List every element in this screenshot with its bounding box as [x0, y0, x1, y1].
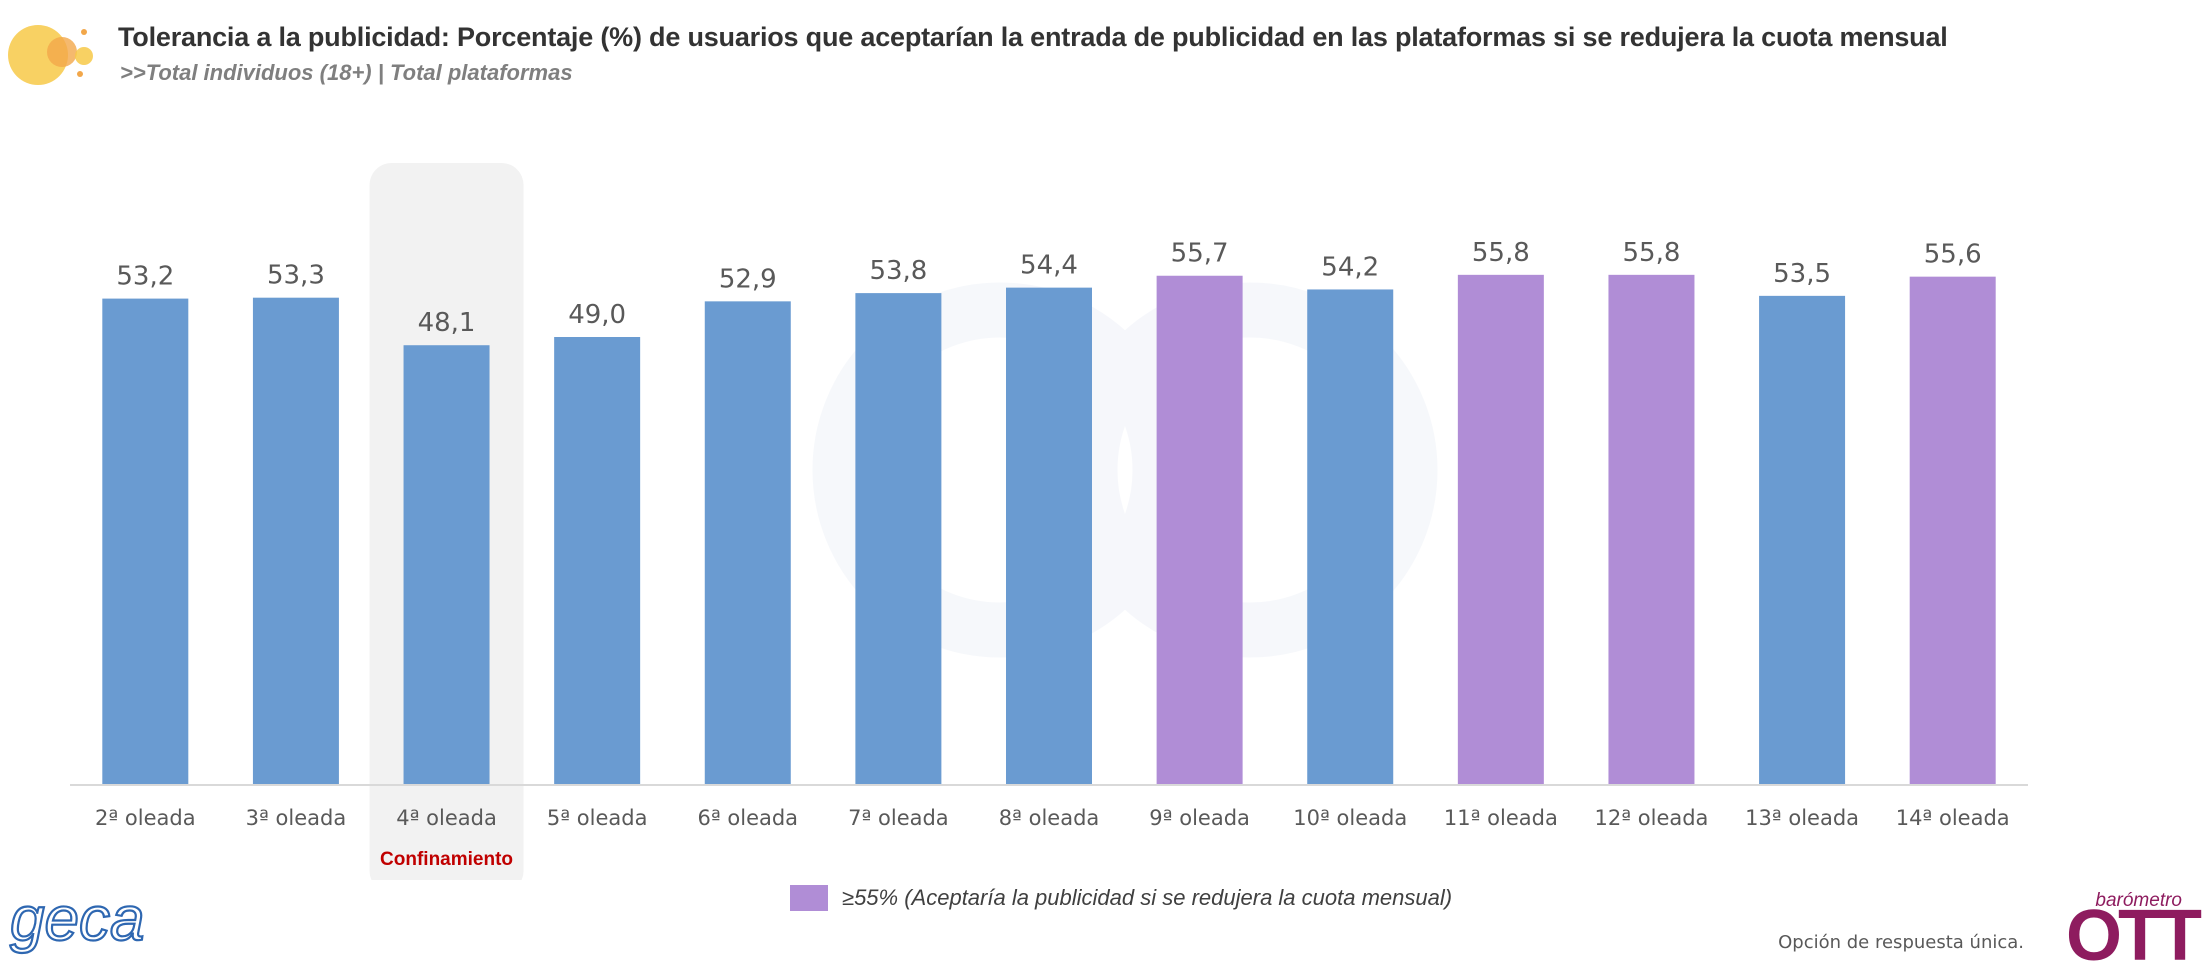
bar-value-label-12: 53,5 [1773, 259, 1831, 289]
ott-logo-big-text: OTT [2066, 896, 2202, 976]
geca-logo-text: geca [10, 892, 144, 954]
x-tick-label-5: 6ª oleada [697, 806, 798, 830]
x-tick-label-6: 7ª oleada [848, 806, 949, 830]
bar-chart: 2ª oleada 3ª oleada 4ª oleada 5ª oleada 6ª o… [70, 163, 2028, 880]
x-tick-label-8: 9ª oleada [1149, 806, 1250, 830]
x-tick-label-12: 13ª oleada [1745, 806, 1859, 830]
x-tick-label-1: 2ª oleada [95, 806, 196, 830]
bar-value-label-6: 53,8 [869, 256, 927, 286]
x-tick-label-9: 10ª oleada [1293, 806, 1407, 830]
bar-value-label-8: 55,7 [1171, 239, 1229, 269]
bar-value-label-1: 53,2 [116, 262, 174, 292]
legend-label: ≥55% (Aceptaría la publicidad si se redu… [842, 885, 1453, 910]
bar-12 [1759, 295, 1846, 785]
bar-value-label-4: 49,0 [568, 300, 626, 330]
bar-value-label-13: 55,6 [1924, 240, 1982, 270]
bar-10 [1457, 274, 1544, 785]
bar-3 [403, 345, 490, 785]
x-tick-label-13: 14ª oleada [1896, 806, 2010, 830]
legend-swatch [790, 885, 828, 911]
ott-logo-small-text: barómetro [2095, 890, 2182, 911]
bar-value-label-10: 55,8 [1472, 238, 1530, 268]
bar-6 [855, 293, 942, 785]
x-tick-label-2: 3ª oleada [246, 806, 347, 830]
bar-1 [102, 298, 189, 785]
bar-11 [1608, 274, 1695, 785]
x-tick-label-10: 11ª oleada [1444, 806, 1558, 830]
chart-legend: ≥55% (Aceptaría la publicidad si se redu… [790, 885, 1452, 911]
bar-13 [1909, 276, 1996, 785]
bar-value-label-5: 52,9 [719, 264, 777, 294]
x-tick-label-3: 4ª oleada [396, 806, 497, 830]
bar-5 [704, 301, 791, 785]
bar-4 [554, 337, 641, 785]
page-title: Tolerancia a la publicidad: Porcentaje (… [118, 22, 1948, 52]
sun-decoration-icon [8, 25, 93, 85]
bar-9 [1307, 289, 1394, 785]
footnote: Opción de respuesta única. [1778, 932, 2024, 953]
bar-8 [1156, 275, 1243, 785]
x-tick-label-11: 12ª oleada [1594, 806, 1708, 830]
confinamiento-label: Confinamiento [380, 849, 513, 870]
x-tick-label-7: 8ª oleada [999, 806, 1100, 830]
bar-value-label-3: 48,1 [418, 308, 476, 338]
geca-logo: geca [9, 892, 146, 955]
bar-7 [1006, 287, 1092, 785]
page-subtitle: >>Total individuos (18+) | Total platafo… [120, 60, 573, 85]
x-tick-label-4: 5ª oleada [547, 806, 648, 830]
bar-value-label-2: 53,3 [267, 261, 325, 291]
bar-value-label-11: 55,8 [1623, 238, 1681, 268]
bar-value-label-7: 54,4 [1020, 251, 1078, 281]
bar-2 [252, 297, 339, 785]
bar-value-label-9: 54,2 [1321, 252, 1379, 282]
